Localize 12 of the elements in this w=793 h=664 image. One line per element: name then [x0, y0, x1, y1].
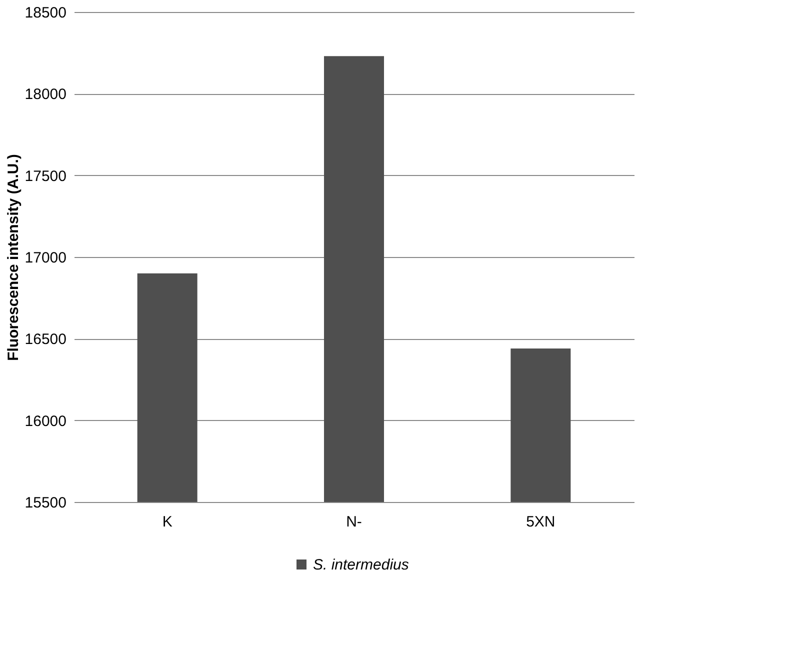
y-tick-label: 16000	[24, 412, 66, 430]
y-tick-label: 18000	[24, 86, 66, 104]
x-tick-label: 5XN	[526, 514, 556, 530]
x-tick-label: K	[162, 514, 172, 530]
y-tick-label: 18500	[24, 4, 66, 22]
x-tick-label: N-	[346, 514, 362, 530]
y-tick-label: 15500	[24, 494, 66, 512]
y-tick-label: 17500	[24, 168, 66, 185]
legend-label: S. intermedius	[313, 556, 410, 574]
y-tick-label: 16500	[24, 331, 66, 348]
y-axis-title: Fluorescence intensity (A.U.)	[4, 154, 22, 361]
y-tick-label: 17000	[24, 250, 66, 266]
